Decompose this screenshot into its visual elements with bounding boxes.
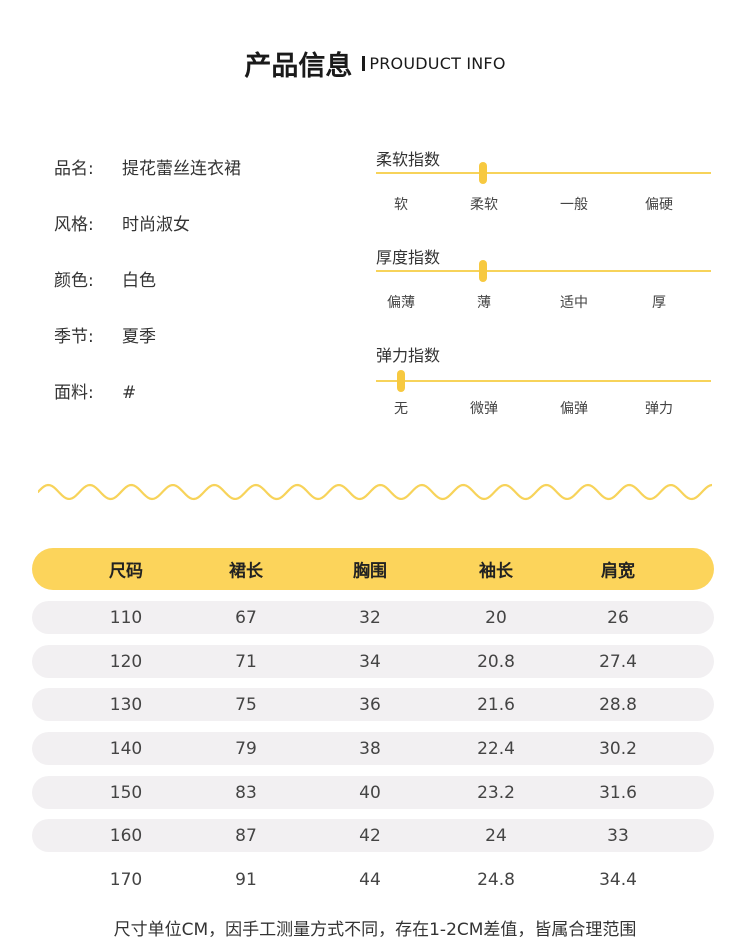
table-cell: 91 bbox=[235, 869, 257, 890]
slider-tick: 薄 bbox=[477, 295, 491, 311]
table-cell: 44 bbox=[359, 869, 381, 890]
softness-index-title: 柔软指数 bbox=[376, 150, 441, 169]
info-label: 颜色: bbox=[54, 271, 94, 291]
table-cell: 40 bbox=[359, 782, 381, 803]
table-cell: 20 bbox=[485, 607, 507, 628]
slider-knob bbox=[397, 370, 406, 392]
table-cell: 20.8 bbox=[477, 651, 515, 672]
table-cell: 67 bbox=[235, 607, 257, 628]
info-row-name: 品名: 提花蕾丝连衣裙 bbox=[54, 154, 241, 179]
info-label: 品名: bbox=[54, 159, 94, 179]
table-cell: 34.4 bbox=[599, 869, 637, 890]
slider-track bbox=[376, 270, 711, 272]
slider-track bbox=[376, 380, 711, 382]
slider-track bbox=[376, 172, 711, 174]
table-cell: 22.4 bbox=[477, 738, 515, 759]
table-cell: 160 bbox=[109, 825, 143, 846]
table-cell: 42 bbox=[359, 825, 381, 846]
column-header: 尺码 bbox=[109, 561, 143, 582]
table-cell: 130 bbox=[109, 694, 143, 715]
slider-tick: 柔软 bbox=[470, 197, 498, 213]
info-label: 风格: bbox=[54, 215, 94, 235]
table-cell: 23.2 bbox=[477, 782, 515, 803]
table-cell: 30.2 bbox=[599, 738, 637, 759]
table-cell: 140 bbox=[109, 738, 143, 759]
table-cell: 36 bbox=[359, 694, 381, 715]
title-cn: 产品信息 bbox=[244, 51, 353, 82]
info-value: # bbox=[122, 383, 137, 403]
table-cell: 24.8 bbox=[477, 869, 515, 890]
thickness-index-title: 厚度指数 bbox=[376, 248, 441, 267]
slider-tick: 一般 bbox=[560, 197, 588, 213]
info-value: 提花蕾丝连衣裙 bbox=[122, 159, 241, 179]
slider-tick: 无 bbox=[394, 401, 408, 417]
info-row-color: 颜色: 白色 bbox=[54, 266, 156, 291]
info-row-fabric: 面料: # bbox=[54, 378, 136, 403]
table-cell: 38 bbox=[359, 738, 381, 759]
slider-tick: 适中 bbox=[560, 295, 588, 311]
table-row: 140 79 38 22.4 30.2 bbox=[32, 732, 714, 765]
title-en: PROUDUCT INFO bbox=[369, 54, 506, 73]
measurement-note: 尺寸单位CM，因手工测量方式不同，存在1-2CM差值，皆属合理范围 bbox=[113, 920, 637, 940]
table-row: 110 67 32 20 26 bbox=[32, 601, 714, 634]
table-cell: 120 bbox=[109, 651, 143, 672]
column-header: 袖长 bbox=[479, 561, 513, 582]
table-cell: 87 bbox=[235, 825, 257, 846]
table-cell: 170 bbox=[109, 869, 143, 890]
table-cell: 110 bbox=[109, 607, 143, 628]
column-header: 肩宽 bbox=[601, 561, 635, 582]
table-row: 150 83 40 23.2 31.6 bbox=[32, 776, 714, 809]
table-row: 160 87 42 24 33 bbox=[32, 819, 714, 852]
table-cell: 32 bbox=[359, 607, 381, 628]
wave-divider bbox=[38, 483, 712, 501]
slider-tick: 软 bbox=[394, 197, 408, 213]
info-value: 夏季 bbox=[122, 327, 156, 347]
table-cell: 79 bbox=[235, 738, 257, 759]
table-cell: 27.4 bbox=[599, 651, 637, 672]
table-cell: 83 bbox=[235, 782, 257, 803]
elasticity-index-title: 弹力指数 bbox=[376, 346, 441, 365]
table-cell: 26 bbox=[607, 607, 629, 628]
table-cell: 21.6 bbox=[477, 694, 515, 715]
slider-knob bbox=[479, 260, 488, 282]
slider-tick: 偏薄 bbox=[387, 295, 415, 311]
table-cell: 33 bbox=[607, 825, 629, 846]
info-value: 白色 bbox=[122, 271, 156, 291]
slider-tick: 偏弹 bbox=[560, 401, 588, 417]
page-title: 产品信息 PROUDUCT INFO bbox=[0, 44, 750, 83]
table-header: 尺码 裙长 胸围 袖长 肩宽 bbox=[32, 548, 714, 590]
table-cell: 28.8 bbox=[599, 694, 637, 715]
info-label: 季节: bbox=[54, 327, 94, 347]
slider-tick: 弹力 bbox=[645, 401, 673, 417]
table-cell: 150 bbox=[109, 782, 143, 803]
info-row-style: 风格: 时尚淑女 bbox=[54, 210, 190, 235]
title-divider bbox=[362, 56, 366, 71]
slider-knob bbox=[479, 162, 488, 184]
column-header: 胸围 bbox=[353, 561, 387, 582]
slider-tick: 偏硬 bbox=[645, 197, 673, 213]
info-row-season: 季节: 夏季 bbox=[54, 322, 156, 347]
column-header: 裙长 bbox=[229, 561, 263, 582]
table-row: 120 71 34 20.8 27.4 bbox=[32, 645, 714, 678]
info-value: 时尚淑女 bbox=[122, 215, 190, 235]
info-label: 面料: bbox=[54, 383, 94, 403]
slider-tick: 微弹 bbox=[470, 401, 498, 417]
table-row: 170 91 44 24.8 34.4 bbox=[32, 863, 714, 896]
table-row: 130 75 36 21.6 28.8 bbox=[32, 688, 714, 721]
table-cell: 24 bbox=[485, 825, 507, 846]
table-cell: 31.6 bbox=[599, 782, 637, 803]
table-cell: 71 bbox=[235, 651, 257, 672]
table-cell: 75 bbox=[235, 694, 257, 715]
slider-tick: 厚 bbox=[652, 295, 666, 311]
table-cell: 34 bbox=[359, 651, 381, 672]
